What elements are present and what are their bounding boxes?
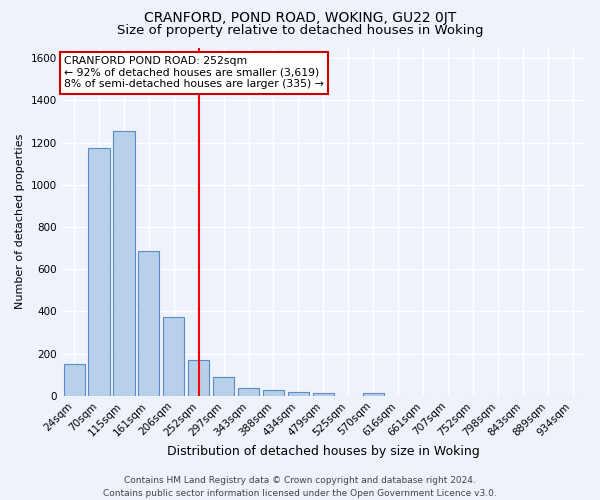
X-axis label: Distribution of detached houses by size in Woking: Distribution of detached houses by size … [167, 444, 480, 458]
Bar [263, 390, 284, 396]
Y-axis label: Number of detached properties: Number of detached properties [15, 134, 25, 310]
Bar [138, 251, 160, 396]
Bar [188, 360, 209, 396]
Bar [288, 392, 309, 396]
Bar [88, 148, 110, 396]
Bar [113, 131, 134, 396]
Text: Contains HM Land Registry data © Crown copyright and database right 2024.
Contai: Contains HM Land Registry data © Crown c… [103, 476, 497, 498]
Bar [362, 393, 384, 396]
Text: CRANFORD POND ROAD: 252sqm
← 92% of detached houses are smaller (3,619)
8% of se: CRANFORD POND ROAD: 252sqm ← 92% of deta… [64, 56, 324, 90]
Bar [213, 377, 234, 396]
Text: Size of property relative to detached houses in Woking: Size of property relative to detached ho… [117, 24, 483, 37]
Bar [238, 388, 259, 396]
Bar [64, 364, 85, 396]
Bar [163, 316, 184, 396]
Text: CRANFORD, POND ROAD, WOKING, GU22 0JT: CRANFORD, POND ROAD, WOKING, GU22 0JT [144, 11, 456, 25]
Bar [313, 392, 334, 396]
